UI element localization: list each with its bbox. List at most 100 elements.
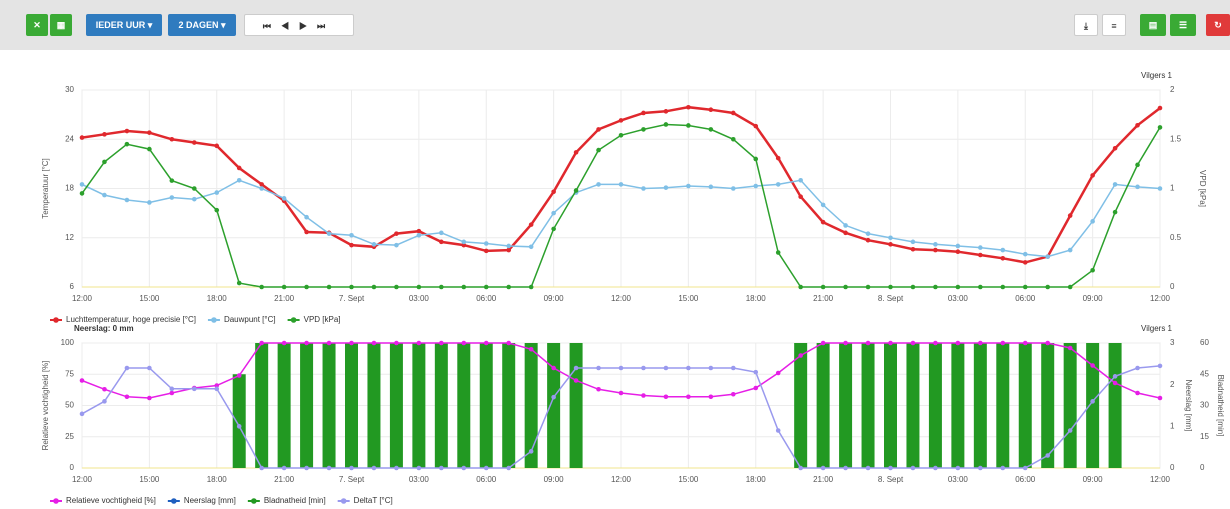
data-point: [371, 340, 377, 346]
y-tick-label: 25: [65, 432, 74, 441]
data-point: [147, 200, 152, 205]
data-point: [1135, 122, 1140, 128]
data-point: [955, 284, 961, 290]
x-tick-label: 06:00: [1015, 475, 1036, 484]
data-point: [191, 386, 197, 392]
data-point: [79, 411, 85, 417]
range-dropdown[interactable]: 2 DAGEN ▾: [168, 14, 236, 36]
bar: [973, 343, 987, 468]
data-point: [1090, 173, 1095, 178]
data-point: [865, 465, 871, 471]
x-tick-label: 21:00: [274, 475, 295, 484]
data-point: [843, 465, 848, 471]
download-button[interactable]: ⤓: [1074, 14, 1098, 36]
x-tick-label: 06:00: [476, 294, 497, 303]
data-point: [528, 449, 534, 454]
data-point: [730, 186, 736, 191]
data-point: [1135, 365, 1140, 371]
bar: [300, 343, 314, 468]
data-point: [730, 136, 736, 142]
data-point: [888, 465, 893, 471]
x-tick-label: 15:00: [139, 475, 160, 484]
y2-tick-label: 0: [1170, 282, 1175, 291]
y2-tick-label: 2: [1170, 85, 1175, 94]
data-point: [191, 196, 197, 202]
table-button[interactable]: ☰: [1170, 14, 1196, 36]
data-point: [102, 399, 107, 404]
data-point: [281, 196, 287, 201]
bar: [906, 343, 920, 468]
legend-marker: [53, 498, 59, 504]
y-tick-label: 75: [65, 369, 74, 378]
data-point: [483, 284, 489, 290]
x-tick-label: 15:00: [678, 294, 699, 303]
data-point: [147, 365, 152, 371]
data-point: [1090, 267, 1095, 273]
y2-tick-label: 2: [1170, 380, 1175, 389]
data-point: [259, 182, 264, 187]
refresh-button[interactable]: ↻: [1206, 14, 1230, 36]
y3-tick-label: 0: [1200, 463, 1205, 472]
data-point: [820, 219, 826, 225]
bar: [1041, 343, 1055, 468]
y2-tick-label: 1: [1170, 184, 1175, 193]
data-point: [955, 243, 961, 249]
bar: [277, 343, 291, 468]
data-point: [304, 214, 309, 220]
bar: [816, 343, 830, 468]
data-point: [506, 284, 512, 290]
chart-button[interactable]: ▤: [1140, 14, 1166, 36]
data-point: [304, 229, 309, 235]
data-point: [439, 230, 444, 236]
data-point: [596, 365, 601, 371]
navigation-buttons[interactable]: ⏮◀▶⏭: [244, 14, 354, 36]
data-point: [753, 156, 759, 162]
bar: [928, 343, 942, 468]
bar: [569, 343, 583, 468]
data-point: [551, 210, 556, 216]
x-tick-label: 21:00: [813, 294, 834, 303]
data-point: [281, 284, 287, 290]
data-point: [326, 284, 332, 290]
data-point: [1112, 209, 1118, 215]
data-point: [641, 365, 646, 371]
data-point: [349, 465, 354, 471]
data-point: [798, 465, 803, 471]
x-tick-label: 18:00: [746, 294, 767, 303]
x-tick-label: 18:00: [207, 294, 228, 303]
menu-button[interactable]: ≡: [1102, 14, 1126, 36]
chart-title: Vilgers 1: [1141, 71, 1173, 80]
data-point: [1067, 284, 1073, 290]
data-point: [304, 284, 309, 290]
data-point: [528, 244, 534, 250]
y3-tick-label: 15: [1200, 432, 1209, 441]
data-point: [483, 465, 489, 471]
data-point: [214, 386, 220, 392]
bar: [884, 343, 897, 468]
data-point: [124, 141, 130, 147]
data-point: [394, 284, 399, 290]
data-point: [708, 127, 714, 132]
interval-dropdown[interactable]: IEDER UUR ▾: [86, 14, 162, 36]
data-point: [596, 127, 601, 132]
y3-tick-label: 45: [1200, 369, 1209, 378]
data-point: [1022, 260, 1028, 265]
close-button[interactable]: ✕: [26, 14, 48, 36]
data-point: [686, 183, 691, 189]
data-point: [371, 465, 377, 471]
legend-marker: [251, 498, 257, 504]
data-point: [865, 284, 871, 290]
data-point: [641, 110, 646, 116]
data-point: [281, 340, 287, 346]
data-point: [1090, 399, 1095, 404]
data-point: [169, 195, 175, 200]
y2-tick-label: 0.5: [1170, 233, 1182, 242]
data-point: [775, 182, 781, 187]
data-point: [169, 386, 175, 392]
calendar-button[interactable]: ▦: [50, 14, 72, 36]
data-point: [978, 340, 983, 346]
data-point: [79, 135, 85, 140]
data-point: [798, 177, 803, 183]
